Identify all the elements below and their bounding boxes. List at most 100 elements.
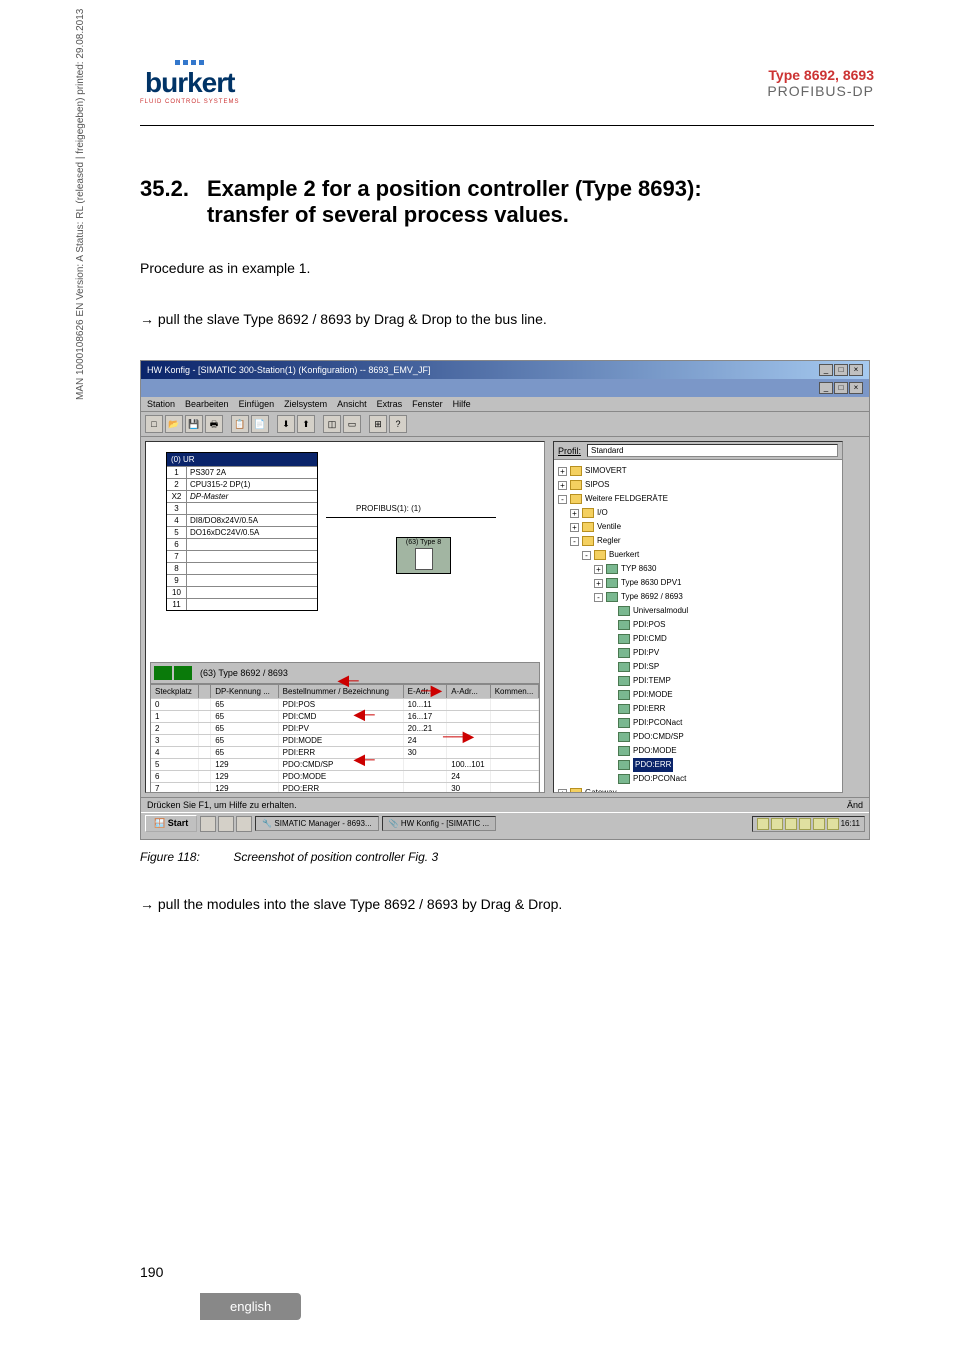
tree-item[interactable]: +I/O (558, 506, 838, 520)
tree-item[interactable]: PDI:MODE (558, 688, 838, 702)
tree-item[interactable]: -Type 8692 / 8693 (558, 590, 838, 604)
tool-upload-icon[interactable]: ⬆ (297, 415, 315, 433)
tray-icon[interactable] (785, 818, 797, 830)
tree-toggle-icon[interactable]: + (594, 565, 603, 574)
tool-catalog-icon[interactable]: ◫ (323, 415, 341, 433)
close-icon[interactable]: × (849, 382, 863, 394)
profil-combo[interactable]: Standard (587, 444, 838, 457)
rack-row[interactable]: 4DI8/DO8x24V/0.5A (167, 514, 317, 526)
menu-item[interactable]: Extras (377, 399, 403, 409)
tree-item[interactable]: -Regler (558, 534, 838, 548)
slot-row[interactable]: 5129PDO:CMD/SP100...101 (151, 758, 539, 770)
tray-icon[interactable] (799, 818, 811, 830)
tree-toggle-icon[interactable]: + (558, 467, 567, 476)
rack-row[interactable]: 8 (167, 562, 317, 574)
menu-item[interactable]: Zielsystem (284, 399, 327, 409)
minimize-icon[interactable]: _ (819, 364, 833, 376)
slot-column-header[interactable]: A-Adr... (447, 685, 491, 698)
rack-row[interactable]: 5DO16xDC24V/0.5A (167, 526, 317, 538)
close-icon[interactable]: × (849, 364, 863, 376)
slot-column-header[interactable] (199, 685, 211, 698)
tool-paste-icon[interactable]: 📄 (251, 415, 269, 433)
nav-fwd-icon[interactable] (174, 666, 192, 680)
tree-toggle-icon[interactable]: + (558, 481, 567, 490)
tree-item[interactable]: PDO:MODE (558, 744, 838, 758)
tree-toggle-icon[interactable]: + (570, 509, 579, 518)
tree-item[interactable]: +Gateway (558, 786, 838, 793)
menu-item[interactable]: Hilfe (453, 399, 471, 409)
slave-node[interactable]: (63) Type 8 (396, 537, 451, 574)
tree-item[interactable]: PDO:PCONact (558, 772, 838, 786)
rack-row[interactable]: 6 (167, 538, 317, 550)
menu-item[interactable]: Fenster (412, 399, 443, 409)
tree-toggle-icon[interactable]: - (570, 537, 579, 546)
quicklaunch-icon[interactable] (236, 816, 252, 832)
tree-item[interactable]: PDI:POS (558, 618, 838, 632)
tray-icon[interactable] (771, 818, 783, 830)
tool-copy-icon[interactable]: 📋 (231, 415, 249, 433)
quicklaunch-icon[interactable] (200, 816, 216, 832)
maximize-icon[interactable]: □ (834, 364, 848, 376)
rack-row[interactable]: 3 (167, 502, 317, 514)
nav-back-icon[interactable] (154, 666, 172, 680)
tray-icon[interactable] (827, 818, 839, 830)
tree-item[interactable]: +Type 8630 DPV1 (558, 576, 838, 590)
window-titlebar[interactable]: HW Konfig - [SIMATIC 300-Station(1) (Kon… (141, 361, 869, 379)
tree-toggle-icon[interactable]: - (594, 593, 603, 602)
tree-toggle-icon[interactable]: + (558, 789, 567, 794)
task-hw-konfig[interactable]: 📎 HW Konfig - [SIMATIC ... (382, 816, 497, 831)
start-button[interactable]: 🪟 Start (145, 815, 197, 832)
menu-item[interactable]: Bearbeiten (185, 399, 229, 409)
tree-item[interactable]: Universalmodul (558, 604, 838, 618)
tool-download-icon[interactable]: ⬇ (277, 415, 295, 433)
tool-open-icon[interactable]: 📂 (165, 415, 183, 433)
rack-row[interactable]: 7 (167, 550, 317, 562)
tree-item[interactable]: +SIMOVERT (558, 464, 838, 478)
rack-row[interactable]: 9 (167, 574, 317, 586)
rack-row[interactable]: 2CPU315-2 DP(1) (167, 478, 317, 490)
menu-item[interactable]: Ansicht (337, 399, 367, 409)
tray-icon[interactable] (757, 818, 769, 830)
quicklaunch-icon[interactable] (218, 816, 234, 832)
menu-item[interactable]: Station (147, 399, 175, 409)
catalog-pane[interactable]: Profil: Standard +SIMOVERT+SIPOS-Weitere… (553, 441, 843, 793)
rack-header[interactable]: (0) UR (167, 453, 317, 466)
slot-row[interactable]: 265PDI:PV20...21 (151, 722, 539, 734)
tree-toggle-icon[interactable]: + (594, 579, 603, 588)
tree-item[interactable]: PDI:ERR (558, 702, 838, 716)
tree-toggle-icon[interactable]: - (558, 495, 567, 504)
slot-row[interactable]: 165PDI:CMD16...17 (151, 710, 539, 722)
tool-new-icon[interactable]: □ (145, 415, 163, 433)
tree-item[interactable]: +TYP 8630 (558, 562, 838, 576)
tree-item[interactable]: -Weitere FELDGERÄTE (558, 492, 838, 506)
rack-row[interactable]: 11 (167, 598, 317, 610)
tree-toggle-icon[interactable]: - (582, 551, 591, 560)
rack-row[interactable]: X2DP-Master (167, 490, 317, 502)
tool-save-icon[interactable]: 💾 (185, 415, 203, 433)
minimize-icon[interactable]: _ (819, 382, 833, 394)
tree-item[interactable]: PDI:CMD (558, 632, 838, 646)
config-pane[interactable]: (0) UR 1PS307 2A2CPU315-2 DP(1)X2DP-Mast… (145, 441, 545, 793)
slot-column-header[interactable]: Steckplatz (151, 685, 199, 698)
rack-row[interactable]: 10 (167, 586, 317, 598)
slot-row[interactable]: 6129PDO:MODE24 (151, 770, 539, 782)
slot-row[interactable]: 065PDI:POS10...11 (151, 698, 539, 710)
tool-help-icon[interactable]: ? (389, 415, 407, 433)
tree-item[interactable]: +Ventile (558, 520, 838, 534)
tree-item[interactable]: PDI:TEMP (558, 674, 838, 688)
tree-item[interactable]: PDI:SP (558, 660, 838, 674)
task-simatic-manager[interactable]: 🔧 SIMATIC Manager - 8693... (255, 816, 378, 831)
slot-row[interactable]: 465PDI:ERR30 (151, 746, 539, 758)
slot-row[interactable]: 7129PDO:ERR30 (151, 782, 539, 793)
tray-icon[interactable] (813, 818, 825, 830)
tool-prop-icon[interactable]: ▭ (343, 415, 361, 433)
tree-toggle-icon[interactable]: + (570, 523, 579, 532)
tree-item[interactable]: PDI:PCONact (558, 716, 838, 730)
tree-item[interactable]: PDO:ERR (558, 758, 838, 772)
tree-item[interactable]: PDI:PV (558, 646, 838, 660)
tree-item[interactable]: +SIPOS (558, 478, 838, 492)
slot-column-header[interactable]: DP-Kennung ... (211, 685, 278, 698)
rack-row[interactable]: 1PS307 2A (167, 466, 317, 478)
menu-item[interactable]: Einfügen (239, 399, 275, 409)
tree-item[interactable]: PDO:CMD/SP (558, 730, 838, 744)
